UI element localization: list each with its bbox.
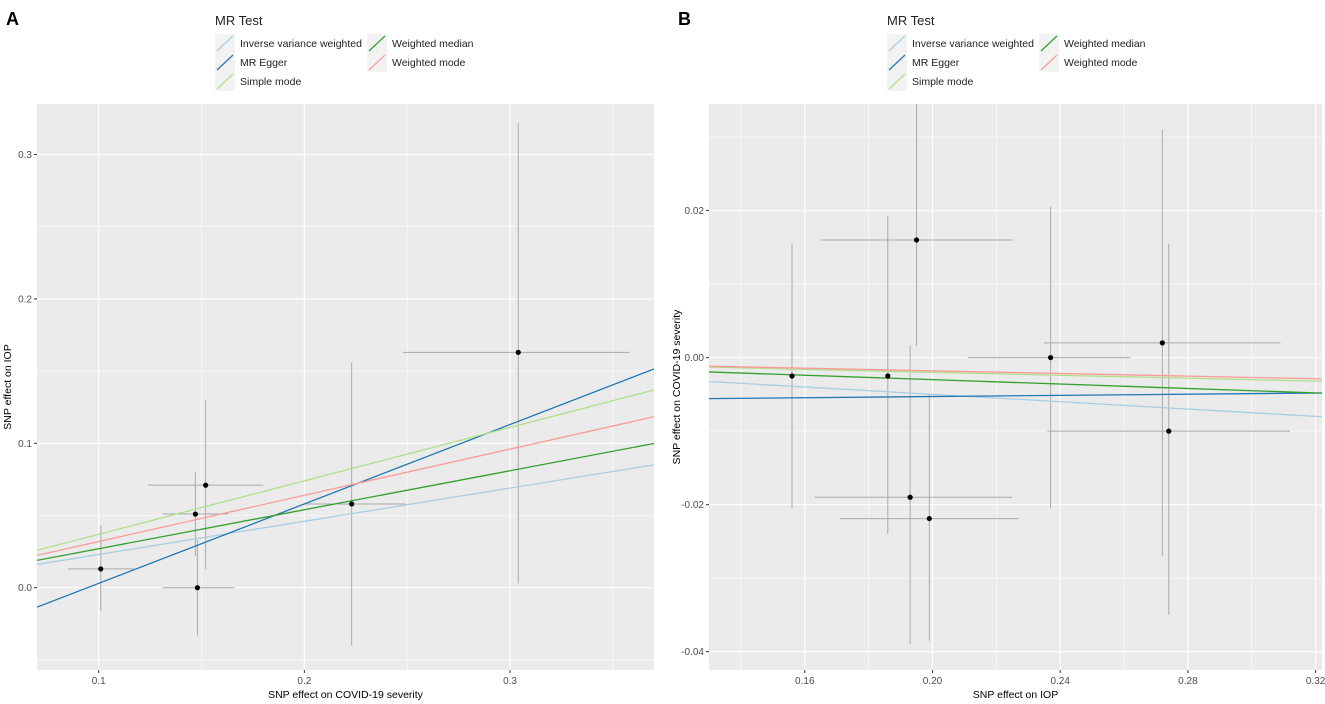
legend-swatch-weighted-mode	[368, 54, 386, 71]
x-tick-label: 0.16	[795, 676, 815, 687]
snp-point	[913, 237, 920, 243]
y-tick-label: -0.02	[681, 500, 704, 511]
legend-panel-a: MR Test Inverse variance weighted Weighted…	[215, 13, 474, 91]
panel-letter-b: B	[678, 9, 691, 29]
regression-line-weighted-mode	[37, 416, 654, 556]
x-tick-label: 0.24	[1050, 676, 1070, 687]
legend-panel-b: MR Test Inverse variance weighted Weighted…	[887, 13, 1146, 91]
regression-line-inverse-variance-weighted	[709, 380, 1322, 418]
snp-point	[98, 566, 104, 572]
panel-background-a	[37, 104, 654, 670]
legend-label-simple-mode: Simple mode	[240, 76, 301, 88]
regression-line-mr-egger	[37, 368, 654, 608]
x-tick-label: 0.1	[92, 676, 106, 687]
y-tick-label: 0.3	[18, 150, 32, 161]
snp-point	[515, 349, 521, 355]
y-tick-label: 0.0	[18, 583, 32, 594]
legend-label-mr-egger: MR Egger	[912, 57, 960, 69]
y-axis-title: SNP effect on COVID-19 severity	[671, 309, 683, 465]
snp-point	[194, 585, 201, 591]
snp-point	[1048, 354, 1054, 361]
snp-point	[349, 501, 355, 507]
regression-line-weighted-median	[37, 442, 654, 562]
snp-point	[926, 515, 932, 522]
x-tick-label: 0.2	[297, 676, 311, 687]
legend-swatch-inverse-variance-weighted	[888, 35, 906, 52]
x-axis-title: SNP effect on COVID-19 severity	[268, 689, 424, 701]
legend-label-weighted-mode: Weighted mode	[392, 57, 466, 69]
legend-swatch-mr-egger	[888, 54, 906, 71]
legend-swatch-mr-egger	[216, 54, 234, 71]
snp-point	[1166, 428, 1172, 434]
y-tick-label: 0.2	[18, 294, 32, 305]
legend-label-inverse-variance-weighted: Inverse variance weighted	[912, 38, 1034, 50]
snp-point	[1159, 340, 1165, 346]
regression-line-mr-egger	[709, 392, 1322, 400]
snp-point	[203, 482, 209, 488]
x-tick-label: 0.28	[1178, 676, 1198, 687]
x-tick-label: 0.20	[923, 676, 943, 687]
legend-swatch-simple-mode	[888, 73, 906, 90]
legend-swatch-simple-mode	[216, 73, 234, 90]
regression-line-inverse-variance-weighted	[37, 464, 654, 566]
panel-letter-a: A	[6, 9, 19, 29]
legend-label-mr-egger: MR Egger	[240, 57, 288, 69]
regression-line-weighted-mode	[709, 365, 1322, 380]
snp-point	[885, 373, 891, 379]
snp-point	[907, 494, 913, 500]
y-tick-label: 0.1	[18, 439, 32, 450]
snp-point	[192, 511, 198, 517]
x-axis-title: SNP effect on IOP	[973, 689, 1058, 701]
y-tick-label: 0.02	[685, 206, 705, 217]
legend-swatch-inverse-variance-weighted	[216, 35, 234, 52]
x-tick-label: 0.32	[1306, 676, 1325, 687]
regression-line-simple-mode	[709, 366, 1322, 382]
plot-panel-a: 0.1 0.2 0.3 0.0 0.1 0.2 0.3 SNP effect on COVID…	[2, 104, 654, 701]
y-tick-label: -0.04	[681, 647, 704, 658]
x-tick-label: 0.3	[503, 676, 517, 687]
legend-swatch-weighted-median	[1040, 35, 1058, 52]
legend-label-weighted-mode: Weighted mode	[1064, 57, 1138, 69]
legend-label-weighted-median: Weighted median	[1064, 38, 1146, 50]
y-axis-title: SNP effect on IOP	[2, 344, 14, 429]
legend-swatch-weighted-mode	[1040, 54, 1058, 71]
snp-point	[789, 373, 795, 379]
legend-title: MR Test	[887, 13, 935, 28]
legend-label-simple-mode: Simple mode	[912, 76, 973, 88]
y-tick-label: 0.00	[685, 353, 705, 364]
legend-swatch-weighted-median	[368, 35, 386, 52]
plot-panel-b: 0.16 0.20 0.24 0.28 0.32 -0.04 -0.02 0.00 0.02 SN…	[671, 104, 1325, 701]
legend-label-weighted-median: Weighted median	[392, 38, 474, 50]
legend-title: MR Test	[215, 13, 263, 28]
regression-line-simple-mode	[37, 389, 654, 551]
regression-line-weighted-median	[709, 371, 1322, 394]
legend-label-inverse-variance-weighted: Inverse variance weighted	[240, 38, 362, 50]
